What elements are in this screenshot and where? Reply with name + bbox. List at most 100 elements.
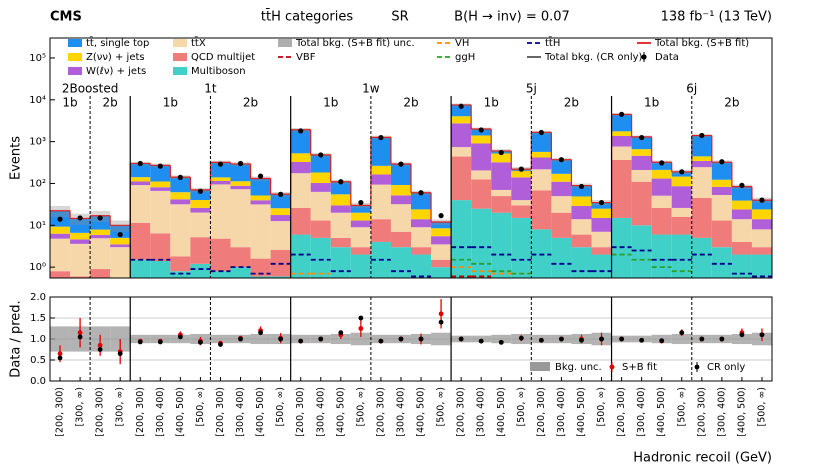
bar-segment — [731, 254, 752, 278]
bar-segment — [611, 146, 632, 160]
bar-segment — [591, 202, 612, 209]
bar-segment — [551, 212, 572, 238]
bar-segment — [70, 276, 91, 278]
lumi: 138 fb⁻¹ (13 TeV) — [661, 10, 772, 25]
bar-segment — [651, 234, 672, 278]
bar-segment — [210, 177, 231, 181]
bar-segment — [711, 179, 732, 187]
ratio-point — [77, 334, 83, 340]
x-tick-label: [200, 300) — [295, 387, 306, 437]
bar-segment — [531, 190, 552, 230]
bar-segment — [471, 135, 492, 144]
bar-segment — [390, 231, 411, 248]
bar-segment — [611, 131, 632, 136]
bar-segment — [130, 222, 151, 260]
bar-segment — [130, 163, 151, 178]
x-tick-label: [200, 300) — [215, 387, 226, 437]
bar-segment — [651, 169, 672, 179]
legend-swatch — [68, 67, 82, 75]
x-tick-label: [400, 500) — [175, 387, 186, 437]
y-tick-label: 0.0 — [30, 376, 46, 387]
bar-segment — [190, 207, 211, 213]
ratio-point — [57, 351, 63, 357]
group-label: 2b — [724, 96, 739, 110]
x-tick-label: [200, 300) — [456, 387, 467, 437]
bar-segment — [190, 237, 211, 264]
bar-segment — [731, 209, 752, 220]
data-point — [679, 169, 685, 175]
legend-label: Total bkg. (S+B fit) unc. — [295, 38, 415, 49]
bar-segment — [491, 196, 512, 213]
x-tick-label: [200, 300) — [135, 387, 146, 437]
x-tick-label: [300, 400) — [556, 387, 567, 437]
y-tick-label: 10⁰ — [29, 262, 46, 273]
bar-segment — [411, 192, 432, 210]
bar-segment — [370, 184, 391, 220]
bar-segment — [571, 196, 592, 206]
bar-segment — [611, 135, 632, 147]
ratio-point — [619, 336, 624, 342]
bar-segment — [310, 237, 331, 278]
bar-segment — [250, 276, 271, 278]
data-point — [57, 216, 63, 222]
bar-segment — [691, 156, 712, 161]
bar-segment — [370, 174, 391, 185]
x-tick-label: [300, 400) — [235, 387, 246, 437]
bar-segment — [491, 153, 512, 163]
x-tick-label: [200, 300) — [95, 387, 106, 437]
bar-segment — [170, 256, 191, 272]
bar-segment — [250, 178, 271, 196]
bar-segment — [591, 208, 612, 218]
unc-band — [50, 205, 71, 218]
bar-segment — [511, 177, 532, 201]
ratio-point — [458, 336, 464, 342]
bar-segment — [511, 205, 532, 218]
bar-segment — [671, 207, 692, 217]
data-point — [358, 199, 364, 206]
bar-segment — [411, 254, 432, 278]
data-point — [257, 173, 264, 179]
bar-segment — [731, 186, 752, 201]
x-tick-label: [400, 500) — [496, 387, 507, 437]
ratio-point — [358, 326, 364, 331]
bar-segment — [571, 234, 592, 248]
bar-segment — [290, 234, 311, 278]
unc-band — [350, 332, 371, 346]
bar-segment — [390, 184, 411, 196]
bar-segment — [631, 225, 652, 278]
region-label: 6j — [686, 82, 697, 96]
bar-segment — [611, 114, 632, 132]
bar-segment — [671, 186, 692, 208]
ratio-point — [599, 336, 604, 342]
bar-segment — [390, 163, 411, 185]
group-label: 1b — [163, 96, 178, 110]
legend-label: QCD multijet — [191, 52, 255, 63]
x-tick-label: [500, ∞) — [756, 387, 767, 427]
legend-label: tt̄H — [545, 36, 560, 49]
ratio-point — [639, 337, 645, 343]
bar-segment — [431, 267, 452, 278]
unc-band — [671, 333, 692, 345]
legend-label: tt̄X — [191, 36, 206, 49]
bar-segment — [270, 221, 291, 250]
bar-segment — [230, 267, 251, 278]
data-point — [518, 166, 524, 172]
x-tick-label: [300, 400) — [315, 387, 326, 437]
unc-band — [491, 334, 512, 344]
data-point — [117, 231, 123, 238]
ratio-point — [418, 336, 424, 342]
data-point — [418, 190, 424, 196]
x-tick-label: [400, 500) — [255, 387, 266, 437]
bar-segment — [711, 195, 732, 221]
bar-segment — [751, 247, 772, 255]
unc-band — [731, 333, 752, 345]
bar-segment — [210, 184, 231, 239]
bar-segment — [330, 205, 351, 213]
bar-segment — [130, 181, 151, 186]
region-label: 1t — [204, 82, 217, 96]
x-tick-label: [400, 500) — [736, 387, 747, 437]
bar-segment — [210, 162, 231, 178]
bar-segment — [350, 254, 371, 278]
data-point — [197, 188, 204, 194]
group-label: 1b — [484, 96, 499, 110]
